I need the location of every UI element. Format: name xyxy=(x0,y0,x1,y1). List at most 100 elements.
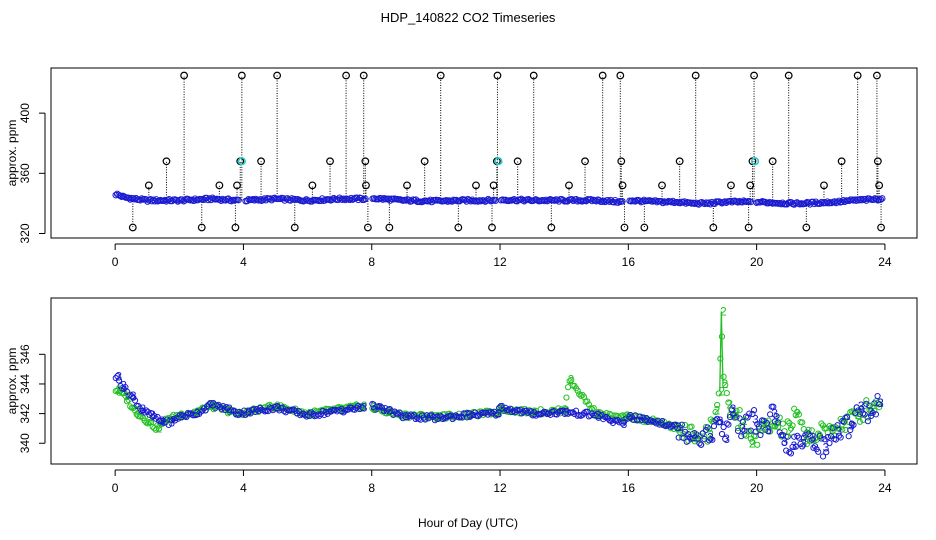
highlight-point xyxy=(494,157,503,166)
baseline-point xyxy=(116,192,124,200)
series-3-label: 3 xyxy=(643,413,650,427)
series-3-label: 3 xyxy=(659,416,666,430)
series-3-point xyxy=(467,413,474,420)
series-2-point xyxy=(715,390,722,397)
baseline-point xyxy=(541,197,548,205)
series-2-label: 2 xyxy=(749,436,756,450)
series-3-label: 3 xyxy=(210,398,217,412)
series-3-point xyxy=(755,423,762,430)
series-2-label: 2 xyxy=(568,373,575,387)
series-3-point xyxy=(698,441,705,448)
baseline-point xyxy=(235,196,242,204)
series-3-point xyxy=(314,411,321,418)
series-2-label: 2 xyxy=(306,407,313,421)
series-3-point xyxy=(308,409,315,416)
series-2-label: 2 xyxy=(691,429,698,443)
series-3-point xyxy=(722,435,729,443)
series-3-point xyxy=(826,440,833,447)
series-3-point xyxy=(693,431,700,438)
series-2-point xyxy=(155,425,163,432)
series-2-label: 2 xyxy=(386,405,393,419)
outlier-point xyxy=(820,181,828,190)
series-3-point xyxy=(651,419,658,426)
series-3-point xyxy=(847,426,854,434)
top-plot-frame xyxy=(50,67,918,239)
series-3-point xyxy=(431,417,439,424)
series-2-point xyxy=(789,422,796,429)
outlier-point xyxy=(420,157,429,166)
series-2-point xyxy=(566,378,573,385)
series-2-spike xyxy=(719,311,724,392)
outlier-point xyxy=(233,181,241,190)
series-3-label: 3 xyxy=(823,441,830,455)
series-3-point xyxy=(359,404,366,411)
outlier-point xyxy=(197,223,206,232)
series-3-point xyxy=(771,418,779,425)
series-3-point xyxy=(637,413,644,420)
baseline-point xyxy=(353,194,361,202)
series-2-label: 2 xyxy=(868,401,875,415)
series-2-point xyxy=(835,425,843,432)
series-3-point xyxy=(741,427,748,434)
baseline-point xyxy=(444,198,452,205)
baseline-point xyxy=(878,195,886,202)
series-3-point xyxy=(834,422,841,429)
series-3-label: 3 xyxy=(752,413,759,427)
series-3-label: 3 xyxy=(800,436,807,450)
outlier-point xyxy=(361,157,370,166)
outlier-point xyxy=(691,71,700,80)
series-3-point xyxy=(677,424,684,432)
series-3-label: 3 xyxy=(178,410,185,424)
series-3-point xyxy=(301,412,309,419)
series-2-label: 2 xyxy=(236,407,243,421)
series-3-point xyxy=(818,435,825,442)
outlier-point xyxy=(308,181,317,190)
series-3-point xyxy=(180,412,187,419)
outlier-point xyxy=(488,223,496,232)
y-tick-label: 320 xyxy=(18,223,32,243)
series-3-label: 3 xyxy=(791,439,798,453)
outlier-point xyxy=(853,71,862,80)
series-3-point xyxy=(775,419,782,426)
outlier-point xyxy=(873,157,882,166)
series-3-point xyxy=(736,415,743,422)
series-3-point xyxy=(808,436,815,443)
series-3-point xyxy=(672,421,679,428)
series-3-point xyxy=(803,429,811,436)
outlier-point xyxy=(385,223,394,232)
baseline-point xyxy=(877,196,885,203)
baseline-point xyxy=(121,193,128,200)
series-3-point xyxy=(866,402,873,409)
series-3-point xyxy=(625,413,633,421)
series-3-point xyxy=(757,431,764,439)
series-2-label: 2 xyxy=(794,407,801,421)
series-2-label: 2 xyxy=(156,421,163,435)
y-tick-label: 340 xyxy=(18,433,32,453)
series-3-point xyxy=(621,418,628,425)
series-2-point xyxy=(864,414,872,421)
outlier-point xyxy=(489,181,498,190)
series-2-point xyxy=(585,401,592,408)
baseline-point xyxy=(362,195,369,203)
series-3-point xyxy=(730,411,737,418)
series-3-point xyxy=(807,432,814,440)
baseline-point xyxy=(112,191,120,199)
series-3-point xyxy=(784,433,791,440)
series-3-point xyxy=(560,407,567,414)
series-3-point xyxy=(268,405,275,412)
series-2-point xyxy=(114,387,121,394)
series-3-point xyxy=(781,439,788,446)
series-2-point xyxy=(736,407,743,414)
outlier-point xyxy=(128,223,137,232)
series-2-label: 2 xyxy=(226,404,233,418)
baseline-point xyxy=(841,198,848,206)
series-2-label: 2 xyxy=(855,408,862,422)
series-2-point xyxy=(799,419,806,426)
series-2-point xyxy=(869,403,876,410)
series-3-point xyxy=(378,404,386,411)
series-2-point xyxy=(590,405,597,412)
series-2-label: 2 xyxy=(531,405,538,419)
outlier-point xyxy=(359,71,368,80)
outlier-point xyxy=(257,157,265,166)
